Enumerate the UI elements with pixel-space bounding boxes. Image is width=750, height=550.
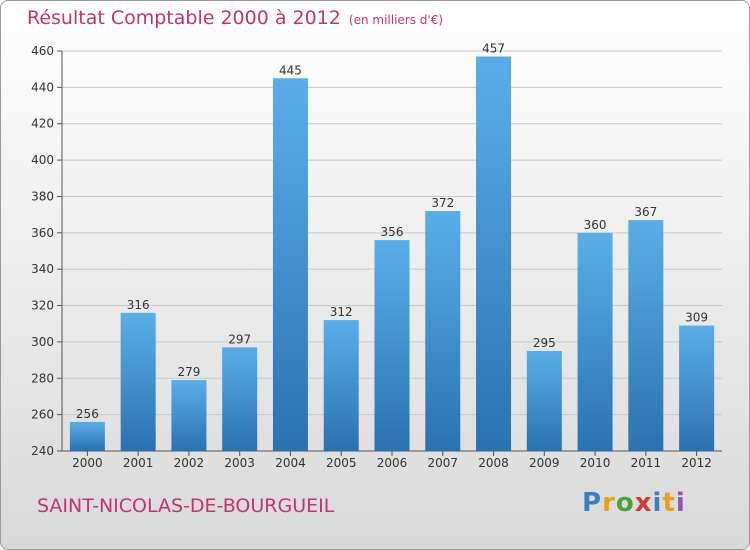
town-name: SAINT-NICOLAS-DE-BOURGUEIL bbox=[37, 495, 335, 517]
proxiti-logo: Proxiti bbox=[582, 488, 686, 518]
bar-2005 bbox=[323, 320, 359, 451]
y-tick-label: 300 bbox=[31, 335, 54, 349]
bar-2011 bbox=[628, 220, 664, 451]
data-label-2011: 367 bbox=[634, 205, 657, 219]
bar-2001 bbox=[120, 312, 156, 451]
chart-subtitle: (en milliers d'€) bbox=[348, 13, 444, 27]
axes: 240 260 280 300 320 340 360 380 400 420 440 460 2000… bbox=[31, 44, 722, 470]
x-tick-label: 2003 bbox=[224, 456, 255, 470]
data-label-2006: 356 bbox=[381, 225, 404, 239]
bar-2006 bbox=[374, 240, 410, 451]
bar-2010 bbox=[577, 232, 613, 451]
data-label-2009: 295 bbox=[533, 336, 556, 350]
bar-2000 bbox=[69, 421, 105, 451]
data-label-2012: 309 bbox=[685, 311, 708, 325]
data-label-2004: 445 bbox=[279, 63, 302, 77]
data-label-2002: 279 bbox=[177, 365, 200, 379]
title-text: Résultat Comptable 2000 à 2012 bbox=[27, 7, 341, 29]
data-label-2010: 360 bbox=[584, 218, 607, 232]
y-tick-label: 400 bbox=[31, 153, 54, 167]
x-tick-label: 2010 bbox=[580, 456, 611, 470]
y-tick-label: 440 bbox=[31, 80, 54, 94]
bar-2002 bbox=[171, 380, 207, 451]
y-tick-label: 460 bbox=[31, 44, 54, 58]
y-tick-label: 340 bbox=[31, 262, 54, 276]
x-tick-label: 2001 bbox=[123, 456, 154, 470]
y-tick-label: 420 bbox=[31, 117, 54, 131]
data-labels: 256 316 279 297 445 312 356 372 457 295 360 367 309 bbox=[76, 41, 708, 420]
bars bbox=[69, 56, 715, 452]
x-tick-label: 2011 bbox=[631, 456, 662, 470]
x-tick-label: 2012 bbox=[681, 456, 712, 470]
x-tick-label: 2008 bbox=[478, 456, 509, 470]
data-label-2003: 297 bbox=[228, 332, 251, 346]
data-label-2005: 312 bbox=[330, 305, 353, 319]
x-tick-label: 2009 bbox=[529, 456, 560, 470]
x-tick-label: 2004 bbox=[275, 456, 306, 470]
y-tick-label: 320 bbox=[31, 299, 54, 313]
x-tick-label: 2006 bbox=[377, 456, 408, 470]
x-tick-label: 2005 bbox=[326, 456, 357, 470]
data-label-2000: 256 bbox=[76, 407, 99, 421]
bar-2009 bbox=[526, 351, 562, 451]
bar-2012 bbox=[679, 325, 715, 451]
y-tick-label: 360 bbox=[31, 226, 54, 240]
x-tick-label: 2002 bbox=[174, 456, 205, 470]
y-tick-label: 260 bbox=[31, 408, 54, 422]
bar-2007 bbox=[425, 211, 461, 451]
bar-2003 bbox=[222, 347, 258, 451]
x-tick-label: 2000 bbox=[72, 456, 103, 470]
data-label-2001: 316 bbox=[127, 298, 150, 312]
y-tick-label: 240 bbox=[31, 444, 54, 458]
data-label-2007: 372 bbox=[431, 196, 454, 210]
chart-title: Résultat Comptable 2000 à 2012 (en millie… bbox=[27, 7, 443, 29]
y-tick-label: 380 bbox=[31, 189, 54, 203]
data-label-2008: 457 bbox=[482, 41, 505, 55]
bar-2008 bbox=[476, 56, 512, 452]
x-tick-label: 2007 bbox=[427, 456, 458, 470]
y-tick-label: 280 bbox=[31, 371, 54, 385]
bar-2004 bbox=[272, 78, 308, 451]
